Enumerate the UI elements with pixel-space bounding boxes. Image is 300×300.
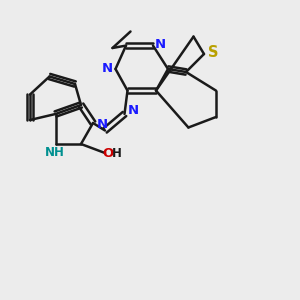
- Text: N: N: [128, 104, 139, 117]
- Text: N: N: [102, 62, 113, 76]
- Text: N: N: [155, 38, 166, 52]
- Text: NH: NH: [45, 146, 64, 160]
- Text: N: N: [96, 118, 108, 131]
- Text: H: H: [112, 147, 121, 160]
- Text: S: S: [208, 45, 218, 60]
- Text: O: O: [102, 147, 114, 160]
